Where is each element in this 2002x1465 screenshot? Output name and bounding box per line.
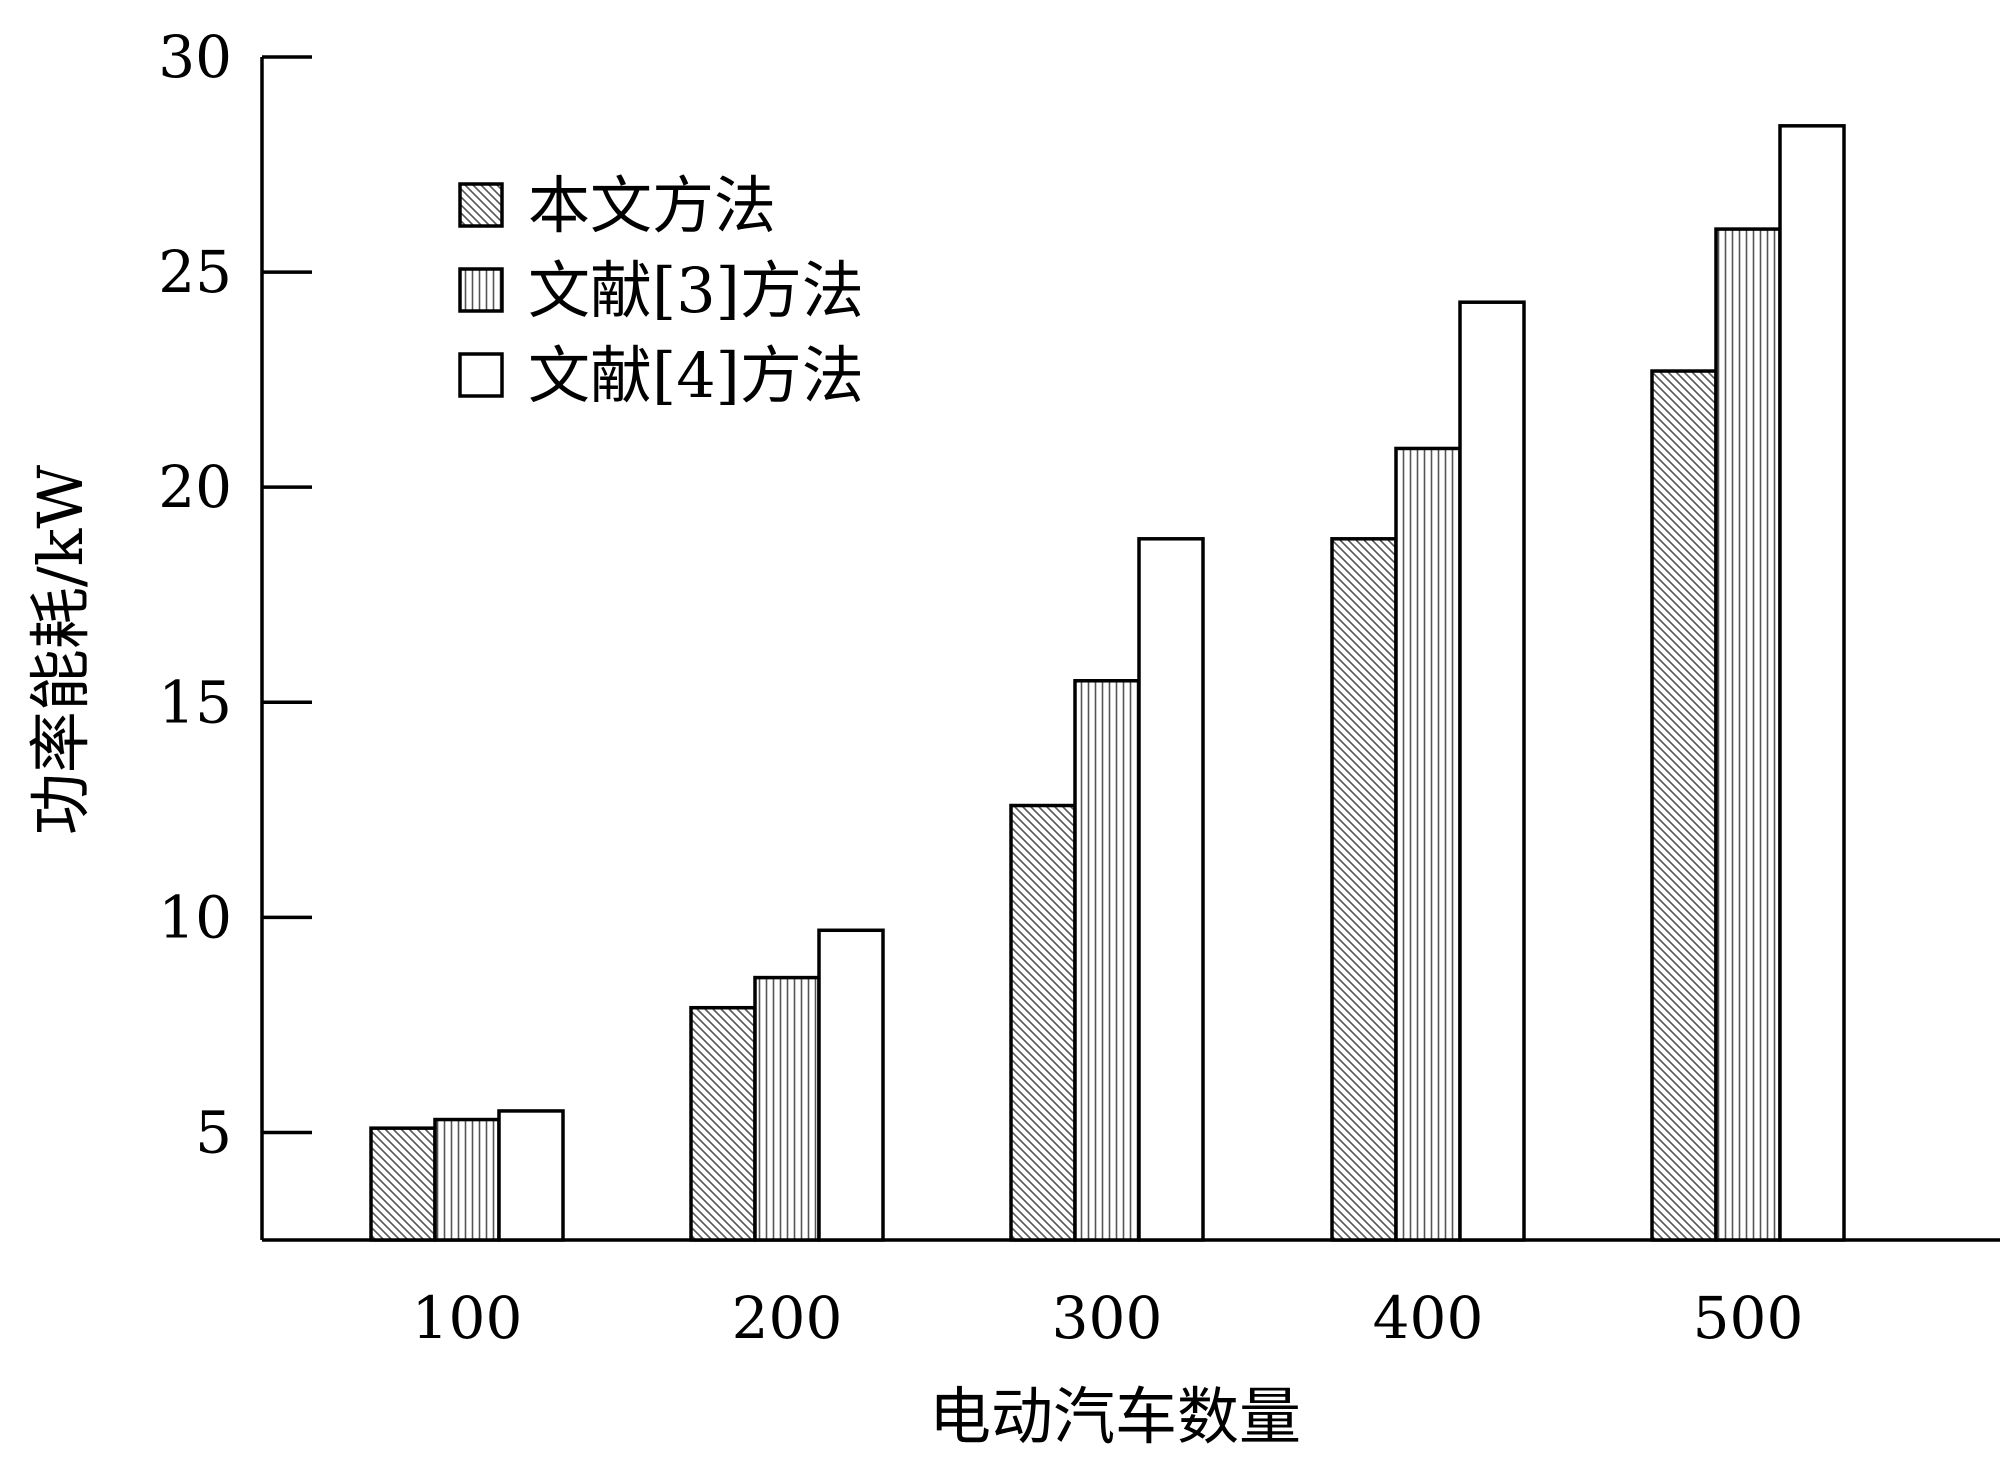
legend-swatch: [458, 352, 504, 398]
bar-group-100: [369, 1109, 565, 1242]
bar-400-series-2: [1394, 446, 1462, 1242]
legend-label: 文献[4]方法: [528, 339, 864, 412]
x-tick-label: 100: [412, 1284, 523, 1352]
bar-500-series-3: [1778, 124, 1846, 1242]
bar-group-300: [1009, 537, 1205, 1242]
bar-400-series-3: [1458, 300, 1526, 1242]
legend-swatch: [458, 182, 504, 228]
legend-label: 文献[3]方法: [528, 254, 864, 327]
bar-100-series-2: [433, 1117, 501, 1242]
y-axis-title: 功率能耗/kW: [24, 465, 97, 835]
bar-100-series-1: [369, 1126, 437, 1242]
y-tick-label: 20: [158, 453, 232, 521]
bar-group-400: [1330, 300, 1526, 1242]
bar-100-series-3: [497, 1109, 565, 1242]
bar-500-series-1: [1650, 369, 1718, 1242]
bars: [369, 124, 1846, 1242]
bar-200-series-2: [753, 975, 821, 1242]
legend-swatch: [458, 267, 504, 313]
y-axis-ticks: 5 10 15 20 25 30: [158, 23, 312, 1166]
x-axis-title: 电动汽车数量: [929, 1380, 1301, 1453]
x-tick-label: 400: [1373, 1284, 1484, 1352]
legend-item-1: 本文方法: [458, 169, 776, 242]
bar-group-500: [1650, 124, 1846, 1242]
y-tick-label: 5: [195, 1098, 232, 1166]
bar-300-series-1: [1009, 803, 1077, 1242]
bar-200-series-1: [689, 1005, 757, 1242]
bar-group-200: [689, 928, 885, 1242]
y-tick-label: 30: [158, 23, 232, 91]
bar-500-series-2: [1714, 227, 1782, 1242]
legend-label: 本文方法: [528, 169, 776, 242]
x-tick-label: 500: [1693, 1284, 1804, 1352]
y-tick-label: 25: [158, 238, 232, 306]
y-tick-label: 15: [158, 668, 232, 736]
y-tick-label: 10: [158, 883, 232, 951]
bar-300-series-2: [1073, 679, 1141, 1242]
bar-300-series-3: [1137, 537, 1205, 1242]
bar-400-series-1: [1330, 537, 1398, 1242]
bar-200-series-3: [817, 928, 885, 1242]
x-tick-label: 300: [1052, 1284, 1163, 1352]
legend-item-2: 文献[3]方法: [458, 254, 864, 327]
x-axis-ticks: 100 200 300 400 500: [412, 1284, 1804, 1352]
legend-item-3: 文献[4]方法: [458, 339, 864, 412]
x-tick-label: 200: [732, 1284, 843, 1352]
